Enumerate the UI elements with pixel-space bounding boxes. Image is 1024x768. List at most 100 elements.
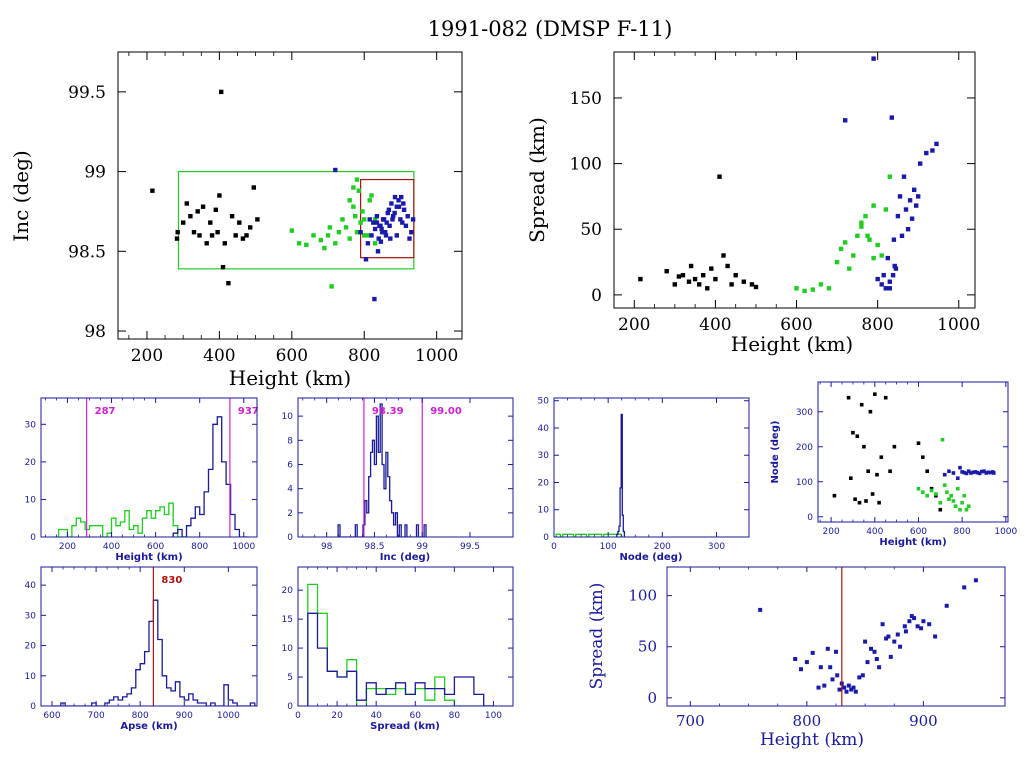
inc-vs-height-box-0	[177, 170, 415, 270]
spread-vs-height-zoom-point	[834, 649, 838, 654]
inc-vs-height-point	[229, 214, 235, 219]
node-vs-height-point	[879, 455, 884, 459]
inc-vs-height-point	[358, 220, 363, 225]
apse-hist-ytick-label: 30	[25, 611, 37, 621]
height-hist-series-0	[54, 502, 187, 537]
spread-hist-series-1	[307, 612, 494, 706]
spread-hist-xtick-label: 20	[331, 711, 343, 721]
node-vs-height-frame	[817, 381, 1009, 523]
spread-vs-height-zoom-point	[877, 665, 882, 670]
spread-vs-height-zoom-point	[886, 634, 891, 639]
inc-vs-height-point	[372, 296, 377, 302]
spread-hist-series-0	[307, 583, 494, 706]
inc-vs-height-point	[336, 230, 342, 235]
inc-vs-height-point	[343, 225, 349, 230]
inc-vs-height-point	[362, 217, 367, 222]
spread-vs-height-point	[680, 273, 686, 278]
inc-vs-height-point	[220, 265, 226, 270]
spread-vs-height-zoom-point	[830, 677, 835, 682]
node-vs-height-point	[925, 469, 929, 473]
spread-vs-height-point	[863, 213, 868, 219]
node-vs-height-point	[916, 486, 921, 491]
inc-vs-height-point	[410, 217, 416, 222]
inc-vs-height-point	[353, 214, 358, 219]
node-vs-height-point	[964, 471, 969, 476]
inc-vs-height-point	[401, 207, 407, 212]
spread-vs-height-xtick-label: 600	[780, 315, 812, 335]
node-vs-height-point	[971, 470, 975, 475]
inc-vs-height-point	[392, 194, 398, 200]
node-vs-height-xtick-label: 200	[823, 527, 840, 537]
inc-vs-height-point	[175, 230, 180, 235]
inc-hist-series-0	[337, 403, 427, 537]
spread-vs-height-point	[741, 279, 746, 284]
inc-vs-height-point	[403, 223, 409, 228]
inc-hist-xtick-label: 98	[321, 542, 333, 552]
inc-hist-xtick-label: 99.5	[460, 542, 480, 552]
node-vs-height-point	[947, 469, 951, 473]
node-vs-height-point	[851, 430, 855, 435]
node-hist-ytick-label: 20	[538, 478, 550, 488]
apse-hist-xtick-label: 1000	[217, 711, 240, 721]
spread-vs-height-ytick-label: 150	[570, 89, 602, 109]
node-vs-height-point	[846, 395, 851, 400]
spread-vs-height-point	[883, 207, 888, 212]
node-hist-ytick-label: 40	[538, 424, 550, 434]
spread-vs-height-zoom-xtick-label: 700	[676, 712, 705, 730]
inc-vs-height-point	[251, 185, 256, 190]
spread-vs-height-point	[818, 282, 824, 287]
spread-vs-height-point	[914, 203, 919, 208]
spread-vs-height-zoom-data	[758, 578, 978, 694]
spread-vs-height-zoom-point	[804, 660, 809, 665]
inc-vs-height-point	[195, 209, 200, 214]
inc-vs-height-point	[244, 233, 249, 238]
node-vs-height-point	[883, 395, 888, 400]
node-vs-height-point	[866, 469, 870, 473]
spread-vs-height-point	[885, 255, 890, 261]
spread-vs-height-point	[753, 284, 759, 290]
inc-vs-height-point	[296, 241, 302, 246]
spread-vs-height-point	[802, 288, 807, 294]
inc-vs-height-point	[389, 201, 394, 206]
node-vs-height-point	[964, 507, 969, 512]
height-hist-ytick-label: 30	[25, 420, 37, 430]
spread-vs-height-zoom-point	[853, 689, 858, 694]
inc-hist-data	[337, 403, 427, 537]
node-vs-height-point	[925, 493, 929, 498]
inc-vs-height-point	[407, 236, 412, 241]
spread-vs-height-point	[721, 253, 726, 258]
inc-vs-height-point	[394, 233, 399, 238]
inc-vs-height-point	[360, 209, 365, 214]
inc-vs-height-point	[387, 223, 392, 228]
inc-vs-height-ytick-label: 99	[84, 163, 106, 183]
inc-vs-height-xtick-label: 600	[276, 346, 308, 366]
inc-vs-height-point	[237, 220, 242, 225]
spread-vs-height-point	[907, 198, 913, 203]
inc-vs-height-point	[380, 230, 385, 235]
spread-vs-height-ytick-label: 0	[591, 286, 602, 306]
node-vs-height-point	[934, 492, 938, 496]
spread-vs-height-zoom-ytick-label: 50	[638, 638, 657, 656]
spread-vs-height-point	[729, 282, 734, 287]
node-vs-height-point	[962, 493, 967, 498]
spread-vs-height-point	[930, 148, 935, 153]
height-hist-frame	[40, 397, 258, 538]
height-hist-marker-label-0: 287	[95, 406, 116, 417]
node-vs-height-point	[958, 465, 962, 470]
inc-vs-height-xlabel: Height (km)	[229, 366, 351, 390]
spread-vs-height-point	[713, 276, 718, 282]
inc-vs-height-point	[233, 233, 238, 238]
apse-hist-xtick-label: 700	[88, 711, 105, 721]
inc-vs-height-point	[399, 194, 404, 200]
node-vs-height-ylabel: Node (deg)	[770, 421, 781, 484]
spread-vs-height-zoom-frame	[666, 566, 1006, 707]
spread-vs-height-zoom-point	[865, 660, 870, 665]
inc-vs-height-point	[372, 217, 378, 222]
inc-vs-height-point	[405, 214, 410, 219]
spread-vs-height-point	[912, 187, 917, 192]
spread-vs-height-point	[889, 115, 894, 120]
inc-vs-height-point	[217, 193, 222, 198]
apse-hist-series-0	[52, 599, 257, 706]
inc-vs-height-data	[150, 89, 416, 302]
spread-vs-height-zoom-point	[822, 683, 827, 688]
